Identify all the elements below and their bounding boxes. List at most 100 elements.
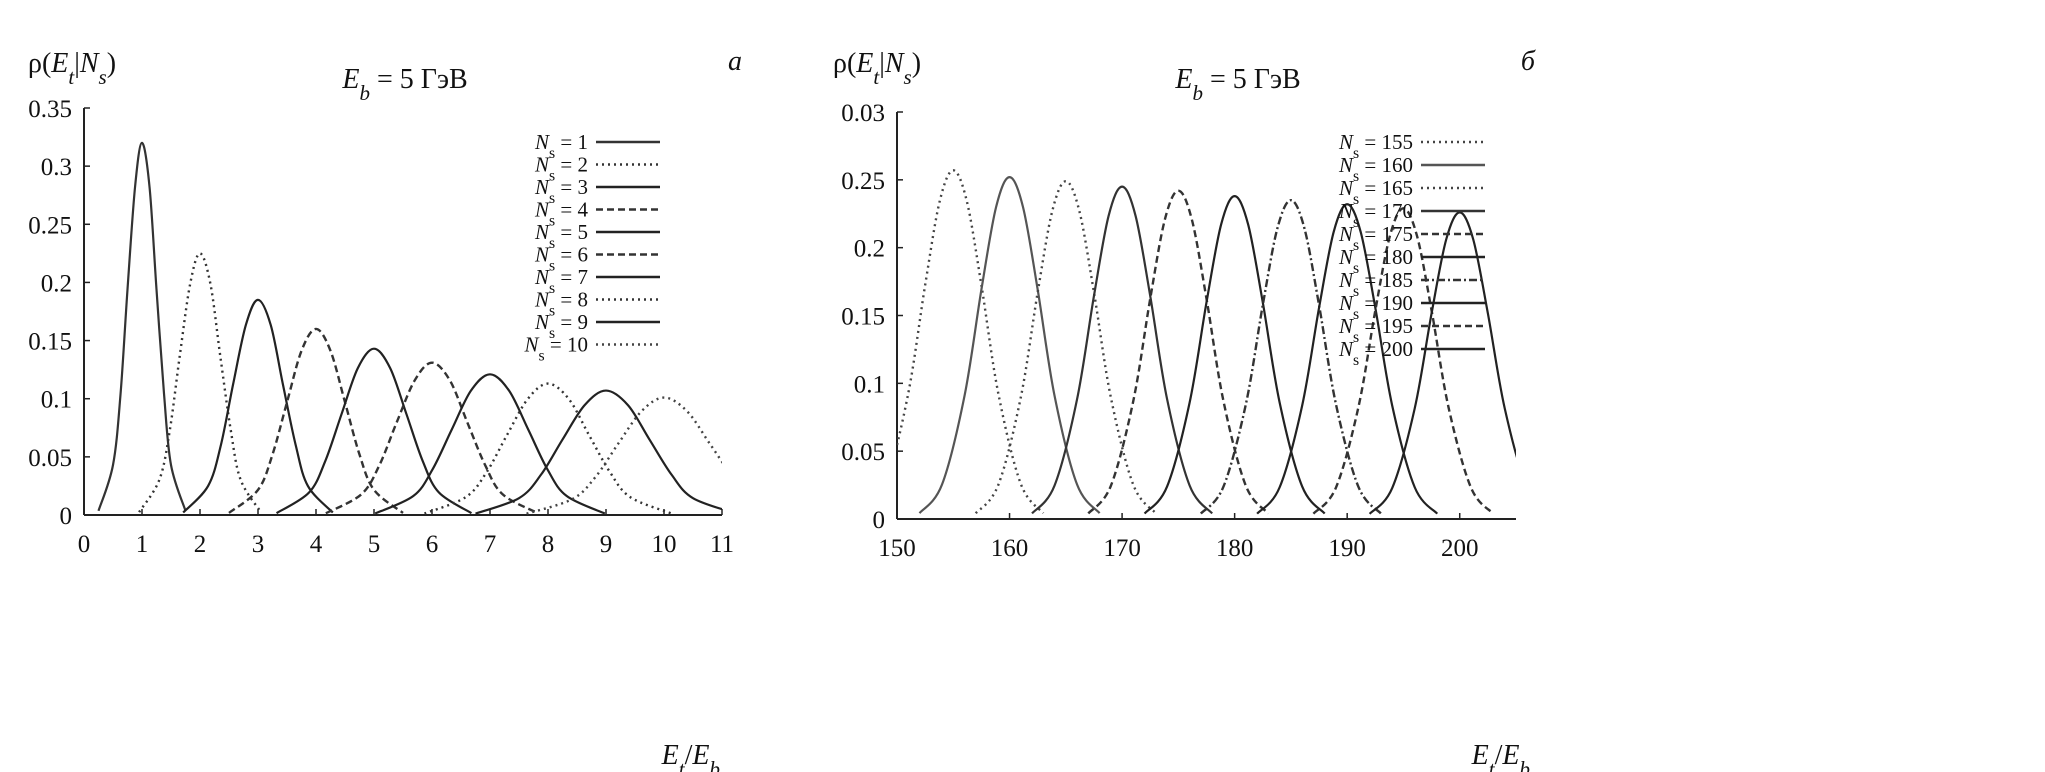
x-axis-label-part: /	[1495, 740, 1503, 771]
legend-label-part: = 2	[555, 153, 588, 177]
legend-label-part: s	[1353, 168, 1359, 185]
legend-label-part: N	[534, 288, 550, 312]
x-tick-label: 150	[878, 535, 916, 562]
y-tick-label: 0.15	[28, 329, 72, 356]
curve	[918, 176, 1101, 514]
x-axis-label-part: b	[1520, 757, 1531, 772]
y-axis-label-part: E	[50, 48, 68, 79]
legend-label-part: s	[549, 212, 555, 229]
legend-label-part: s	[549, 280, 555, 297]
legend-label: Ns = 185	[1338, 268, 1413, 300]
legend-label-part: s	[1353, 306, 1359, 323]
curve	[374, 373, 606, 515]
x-tick-label: 200	[1441, 535, 1479, 562]
legend-label-part: = 10	[545, 333, 588, 357]
x-tick-label: 2	[194, 531, 207, 558]
y-tick-label: 0.3	[41, 154, 72, 181]
curve	[1143, 195, 1326, 515]
legend-label: Ns = 10	[524, 333, 589, 365]
curve	[526, 396, 722, 515]
y-tick-label: 0.05	[28, 445, 72, 472]
y-axis-label-part: |	[879, 48, 885, 79]
x-tick-label: 11	[710, 531, 734, 558]
legend-label-part: = 170	[1359, 199, 1413, 223]
legend-label: Ns = 7	[534, 265, 588, 297]
legend-label-part: N	[1338, 199, 1354, 223]
x-axis-label: Et/Eb	[1471, 740, 1530, 772]
legend-label-part: N	[1338, 130, 1354, 154]
y-tick-label: 0	[873, 507, 886, 534]
curve	[1368, 211, 1516, 515]
curve	[228, 327, 404, 514]
legend-label: Ns = 1	[534, 130, 588, 162]
curve	[897, 169, 1045, 514]
panel-letter: б	[1521, 46, 1536, 77]
x-axis-label-part: E	[1501, 740, 1519, 771]
x-axis-label-part: t	[679, 757, 686, 772]
x-tick-label: 10	[652, 531, 677, 558]
y-tick-label: 0.2	[41, 270, 72, 297]
x-tick-label: 190	[1328, 535, 1366, 562]
legend-label-part: N	[1338, 222, 1354, 246]
legend-label-part: = 9	[555, 310, 588, 334]
legend-label-part: s	[549, 145, 555, 162]
x-tick-label: 3	[252, 531, 265, 558]
x-tick-label: 8	[542, 531, 555, 558]
chart-title-part: b	[1192, 81, 1203, 105]
curve	[424, 382, 672, 515]
legend-label-part: N	[1338, 176, 1354, 200]
legend-label-part: N	[1338, 291, 1354, 315]
x-tick-label: 6	[426, 531, 439, 558]
legend-label-part: = 5	[555, 220, 588, 244]
x-axis-label-part: E	[1471, 740, 1489, 771]
legend-label-part: N	[534, 265, 550, 289]
legend-label-part: = 165	[1359, 176, 1413, 200]
legend-label: Ns = 5	[534, 220, 588, 252]
legend-label-part: N	[534, 243, 550, 267]
x-axis-label-part: /	[685, 740, 693, 771]
x-tick-label: 170	[1103, 535, 1141, 562]
legend-label-part: = 3	[555, 175, 588, 199]
legend-label-part: = 180	[1359, 245, 1413, 269]
legend-label-part: N	[1338, 268, 1354, 292]
legend-label-part: N	[534, 198, 550, 222]
legend-label-part: s	[539, 347, 545, 364]
chart-title: Eb = 5 ГэВ	[1174, 64, 1300, 105]
x-tick-label: 0	[78, 531, 91, 558]
curve	[182, 298, 334, 514]
legend-label-part: N	[534, 220, 550, 244]
y-axis-label-part: ρ(	[833, 48, 856, 79]
curve	[97, 141, 187, 512]
y-axis-label-part: s	[904, 65, 912, 89]
legend-label: Ns = 155	[1338, 130, 1413, 162]
legend-label-part: s	[1353, 329, 1359, 346]
legend-label: Ns = 8	[534, 288, 588, 320]
x-axis-label-part: b	[710, 757, 721, 772]
legend-label-part: s	[1353, 283, 1359, 300]
legend-label-part: s	[1353, 145, 1359, 162]
chart-title: Eb = 5 ГэВ	[341, 64, 467, 105]
x-tick-label: 7	[484, 531, 497, 558]
x-tick-label: 5	[368, 531, 381, 558]
legend-label: Ns = 170	[1338, 199, 1413, 231]
legend-label: Ns = 160	[1338, 153, 1413, 185]
legend-label-part: = 160	[1359, 153, 1413, 177]
x-tick-label: 1	[136, 531, 149, 558]
legend-label-part: N	[534, 130, 550, 154]
x-axis-label-part: t	[1489, 757, 1496, 772]
panel: 0 0.05 0.1 0.15 0.2 0.25 0.3 0.35 0 1 2 3 4 5 6 7 8 9 10 11…	[28, 46, 742, 772]
y-axis-label-part: ρ(	[28, 48, 51, 79]
legend-label-part: s	[549, 167, 555, 184]
chart-title-part: b	[359, 81, 370, 105]
x-tick-label: 160	[991, 535, 1029, 562]
curve	[1312, 207, 1495, 515]
y-tick-label: 0.1	[854, 371, 885, 398]
y-axis-label: ρ(Et|Ns)	[28, 48, 116, 89]
curve	[1087, 189, 1270, 515]
legend-label-part: s	[1353, 191, 1359, 208]
legend-label-part: = 195	[1359, 314, 1413, 338]
legend-label: Ns = 4	[534, 198, 588, 230]
legend-label-part: = 8	[555, 288, 588, 312]
curve	[275, 347, 473, 515]
legend-label: Ns = 195	[1338, 314, 1413, 346]
